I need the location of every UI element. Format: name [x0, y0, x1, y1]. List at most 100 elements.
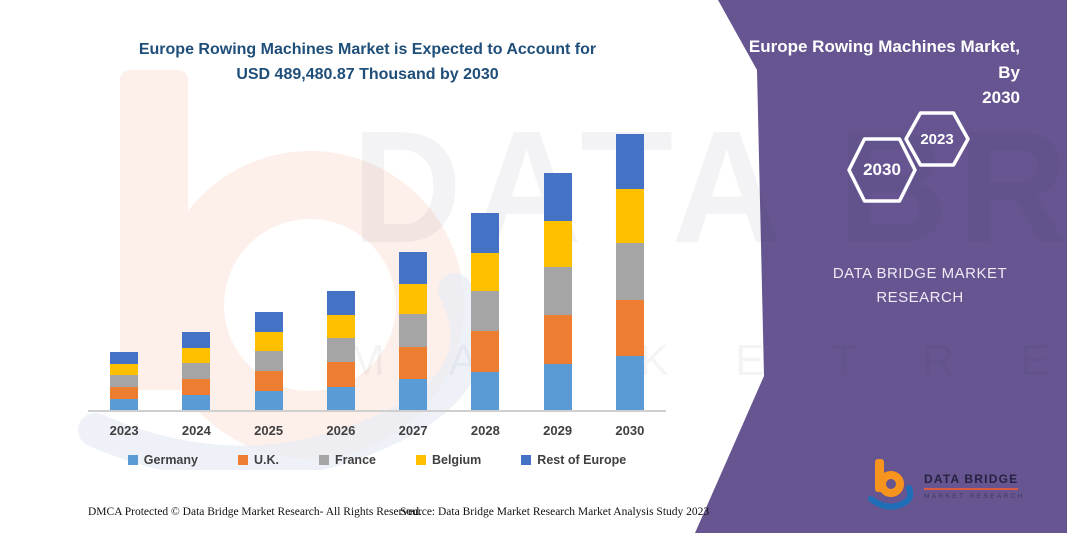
stacked-bar-2029 [543, 173, 572, 410]
bar-segment-france [182, 362, 211, 379]
bar-segment-belgium [254, 331, 283, 351]
bar-segment-belgium [182, 347, 211, 363]
panel-title-line2: 2030 [982, 88, 1020, 107]
hexagon-2030: 2030 [847, 137, 917, 203]
bar-segment-belgium [110, 363, 139, 375]
stacked-bar-2027 [399, 252, 428, 410]
dbmr-logo-text: DATA BRIDGE MARKET RESEARCH [924, 470, 1025, 500]
brand-text-line2: RESEARCH [876, 289, 964, 306]
chart-legend: Germany U.K. France Belgium Rest of Europe [88, 453, 666, 467]
bar-segment-belgium [543, 220, 572, 267]
bar-segment-rest-of-europe [326, 291, 355, 315]
bar-segment-france [471, 290, 500, 332]
x-axis-label-2030: 2030 [615, 423, 645, 438]
chart-title-line2: USD 489,480.87 Thousand by 2030 [236, 65, 499, 83]
bar-segment-france [326, 338, 355, 363]
hexagon-2030-label: 2030 [863, 160, 901, 179]
bar-segment-germany [399, 379, 428, 410]
legend-item-france: France [318, 453, 376, 467]
bar-segment-germany [471, 371, 500, 410]
chart-title-line1: Europe Rowing Machines Market is Expecte… [138, 41, 597, 58]
dbmr-logo-line1: DATA BRIDGE [924, 472, 1019, 490]
bar-column-2026 [305, 130, 377, 410]
source-note: Source: Data Bridge Market Research Mark… [400, 506, 710, 518]
x-axis-label-2023: 2023 [109, 423, 139, 438]
bar-segment-u-k- [543, 315, 572, 364]
legend-label: Belgium [431, 453, 482, 467]
stacked-bar-2024 [182, 331, 211, 410]
bar-segment-u-k- [615, 299, 644, 357]
bar-segment-rest-of-europe [399, 252, 428, 284]
x-axis-label-2029: 2029 [543, 423, 573, 438]
panel-title: Europe Rowing Machines Market, By 2030 [740, 34, 1042, 111]
legend-swatch-icon [127, 455, 138, 465]
bar-segment-belgium [326, 314, 355, 339]
chart-title: Europe Rowing Machines Market is Expecte… [95, 38, 640, 88]
bar-segment-germany [326, 386, 355, 410]
bar-segment-belgium [399, 283, 428, 315]
bar-segment-germany [254, 390, 283, 410]
dbmr-logo: DATA BRIDGE MARKET RESEARCH [868, 455, 1028, 515]
x-axis-label-2026: 2026 [326, 423, 356, 438]
dmca-notice: DMCA Protected © Data Bridge Market Rese… [88, 506, 422, 518]
bar-segment-rest-of-europe [110, 351, 139, 364]
legend-item-germany: Germany [127, 453, 198, 467]
bar-segment-france [254, 350, 283, 371]
bar-column-2027 [377, 130, 449, 410]
bar-segment-france [399, 314, 428, 347]
bar-segment-u-k- [110, 386, 139, 399]
legend-swatch-icon [237, 455, 248, 465]
stacked-bar-2030 [615, 134, 644, 410]
bar-segment-germany [182, 394, 211, 410]
bar-segment-rest-of-europe [182, 331, 211, 348]
dbmr-logo-line2: MARKET RESEARCH [924, 493, 1025, 500]
hexagon-outline-icon [904, 111, 970, 167]
hexagon-2023-label: 2023 [920, 130, 954, 148]
bar-segment-rest-of-europe [543, 173, 572, 221]
stacked-bar-2023 [110, 351, 139, 410]
bar-segment-u-k- [399, 346, 428, 380]
brand-text: DATA BRIDGE MARKET RESEARCH [798, 262, 1042, 310]
dbmr-logo-icon [868, 459, 914, 510]
bar-segment-germany [543, 363, 572, 410]
bar-segment-rest-of-europe [471, 213, 500, 253]
x-axis-labels: 2023 2024 2025 2026 2027 2028 2029 2030 [88, 423, 666, 438]
bar-segment-belgium [471, 252, 500, 291]
bar-column-2029 [522, 130, 594, 410]
bar-segment-germany [110, 398, 139, 410]
bar-segment-belgium [615, 189, 644, 244]
legend-item-belgium: Belgium [415, 453, 482, 467]
x-axis-label-2024: 2024 [181, 423, 211, 438]
legend-label: Rest of Europe [537, 453, 627, 467]
legend-item-rest-of-europe: Rest of Europe [521, 453, 626, 467]
legend-label: France [334, 453, 376, 467]
bar-segment-rest-of-europe [615, 134, 644, 190]
stacked-bar-2026 [326, 291, 355, 410]
bar-segment-france [110, 374, 139, 387]
legend-label: U.K. [253, 453, 279, 467]
bar-segment-germany [615, 356, 644, 410]
hexagon-outline-icon [847, 137, 917, 203]
stacked-bar-plot [88, 130, 666, 412]
bar-segment-rest-of-europe [254, 311, 283, 332]
stacked-bar-2028 [471, 213, 500, 410]
bar-column-2025 [233, 130, 305, 410]
legend-swatch-icon [521, 455, 532, 465]
bar-segment-u-k- [182, 378, 211, 395]
bar-segment-u-k- [254, 370, 283, 391]
x-axis-label-2028: 2028 [470, 423, 500, 438]
stacked-bar-2025 [254, 311, 283, 410]
brand-text-line1: DATA BRIDGE MARKET [832, 265, 1008, 282]
hexagon-2023: 2023 [904, 111, 970, 167]
bar-column-2030 [594, 130, 666, 410]
bar-segment-france [615, 243, 644, 300]
legend-swatch-icon [415, 455, 426, 465]
bar-column-2023 [88, 130, 160, 410]
bar-column-2024 [160, 130, 232, 410]
x-axis-label-2027: 2027 [398, 423, 428, 438]
legend-swatch-icon [318, 455, 329, 465]
panel-title-line1: Europe Rowing Machines Market, By [748, 37, 1020, 82]
bar-column-2028 [449, 130, 521, 410]
x-axis-label-2025: 2025 [254, 423, 284, 438]
